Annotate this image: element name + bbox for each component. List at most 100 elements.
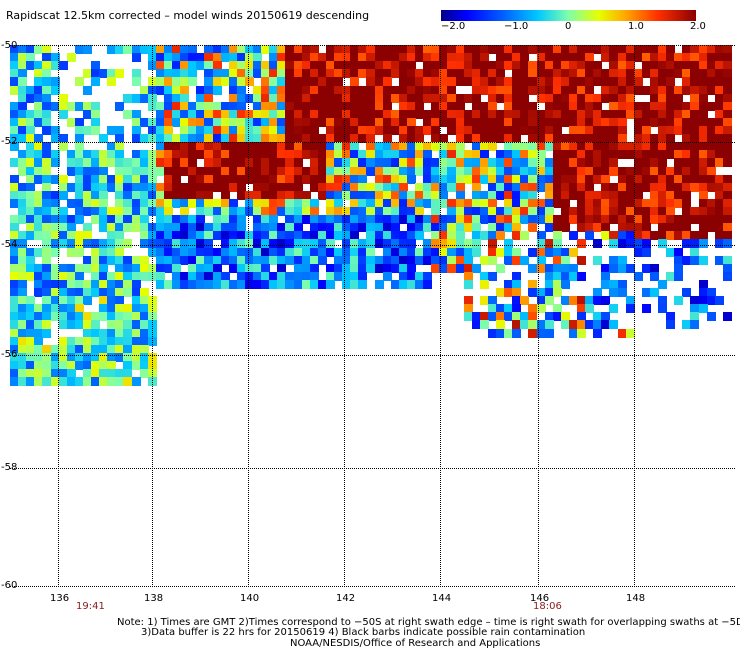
wind-difference-cell bbox=[536, 296, 546, 306]
wind-difference-cell bbox=[180, 142, 190, 152]
wind-difference-cell bbox=[82, 344, 92, 354]
wind-difference-cell bbox=[358, 182, 368, 192]
wind-difference-cell bbox=[34, 117, 44, 127]
wind-difference-cell bbox=[722, 158, 732, 168]
wind-difference-cell bbox=[309, 158, 319, 168]
wind-difference-cell bbox=[269, 231, 279, 241]
wind-difference-cell bbox=[577, 223, 586, 233]
wind-difference-cell bbox=[374, 223, 384, 233]
wind-difference-cell bbox=[42, 231, 52, 241]
wind-difference-cell bbox=[107, 312, 117, 322]
wind-difference-cell bbox=[42, 207, 52, 216]
wind-difference-cell bbox=[625, 263, 635, 273]
wind-difference-cell bbox=[649, 174, 659, 184]
wind-difference-cell bbox=[406, 126, 416, 135]
wind-difference-cell bbox=[398, 117, 408, 127]
wind-difference-cell bbox=[285, 101, 295, 111]
wind-difference-cell bbox=[293, 134, 303, 144]
wind-difference-cell bbox=[471, 231, 481, 241]
wind-difference-cell bbox=[714, 77, 724, 87]
wind-difference-cell bbox=[690, 239, 700, 249]
wind-difference-cell bbox=[317, 239, 327, 249]
wind-difference-cell bbox=[617, 101, 627, 111]
wind-difference-cell bbox=[74, 312, 84, 322]
wind-difference-cell bbox=[236, 109, 246, 119]
wind-difference-cell bbox=[115, 239, 125, 249]
wind-difference-cell bbox=[568, 109, 578, 119]
wind-difference-cell bbox=[398, 198, 408, 208]
wind-difference-cell bbox=[682, 190, 692, 200]
wind-difference-cell bbox=[649, 85, 659, 95]
wind-difference-cell bbox=[196, 279, 206, 289]
wind-difference-cell bbox=[496, 174, 505, 184]
wind-difference-cell bbox=[293, 53, 303, 63]
wind-difference-cell bbox=[536, 328, 546, 338]
wind-difference-cell bbox=[463, 126, 473, 135]
wind-difference-cell bbox=[463, 198, 473, 208]
wind-difference-cell bbox=[714, 134, 724, 144]
wind-difference-cell bbox=[439, 223, 449, 233]
wind-difference-cell bbox=[722, 263, 732, 273]
wind-difference-cell bbox=[34, 45, 44, 54]
wind-difference-cell bbox=[50, 369, 60, 378]
wind-difference-cell bbox=[641, 158, 651, 168]
wind-difference-cell bbox=[309, 231, 319, 241]
wind-difference-cell bbox=[139, 223, 149, 233]
wind-difference-cell bbox=[82, 336, 92, 346]
wind-difference-cell bbox=[244, 142, 254, 152]
wind-difference-cell bbox=[196, 207, 206, 216]
wind-difference-cell bbox=[107, 207, 117, 216]
wind-difference-cell bbox=[317, 231, 327, 241]
wind-difference-cell bbox=[244, 263, 254, 273]
wind-difference-cell bbox=[382, 142, 392, 152]
wind-difference-cell bbox=[91, 328, 100, 338]
wind-difference-cell bbox=[82, 263, 92, 273]
wind-difference-cell bbox=[82, 352, 92, 362]
wind-difference-cell bbox=[253, 45, 262, 54]
wind-difference-cell bbox=[82, 166, 92, 176]
wind-difference-cell bbox=[172, 61, 181, 71]
wind-difference-cell bbox=[479, 158, 489, 168]
wind-difference-cell bbox=[617, 134, 627, 144]
wind-difference-cell bbox=[447, 150, 457, 160]
wind-difference-cell bbox=[269, 53, 279, 63]
wind-difference-cell bbox=[374, 85, 384, 95]
wind-difference-cell bbox=[139, 231, 149, 241]
map-plot-area bbox=[10, 45, 735, 587]
wind-difference-cell bbox=[277, 239, 287, 249]
wind-difference-cell bbox=[172, 150, 181, 160]
wind-difference-cell bbox=[253, 85, 262, 95]
wind-difference-cell bbox=[99, 271, 109, 281]
wind-difference-cell bbox=[50, 271, 60, 281]
wind-difference-cell bbox=[512, 279, 522, 289]
wind-difference-cell bbox=[34, 207, 44, 216]
wind-difference-cell bbox=[261, 174, 271, 184]
wind-difference-cell bbox=[415, 53, 424, 63]
wind-difference-cell bbox=[285, 142, 295, 152]
wind-difference-cell bbox=[601, 85, 611, 95]
wind-difference-cell bbox=[309, 150, 319, 160]
wind-difference-cell bbox=[706, 77, 716, 87]
wind-difference-cell bbox=[10, 279, 19, 289]
wind-difference-cell bbox=[463, 247, 473, 257]
wind-difference-cell bbox=[423, 93, 433, 103]
wind-difference-cell bbox=[649, 271, 659, 281]
wind-difference-cell bbox=[544, 288, 554, 297]
wind-difference-cell bbox=[374, 263, 384, 273]
wind-difference-cell bbox=[253, 117, 262, 127]
wind-difference-cell bbox=[309, 45, 319, 54]
wind-difference-cell bbox=[698, 93, 708, 103]
wind-difference-cell bbox=[42, 158, 52, 168]
wind-difference-cell bbox=[431, 255, 441, 265]
wind-difference-cell bbox=[66, 377, 76, 387]
wind-difference-cell bbox=[99, 328, 109, 338]
wind-difference-cell bbox=[682, 134, 692, 144]
wind-difference-cell bbox=[390, 190, 400, 200]
wind-difference-cell bbox=[382, 174, 392, 184]
wind-difference-cell bbox=[123, 320, 133, 330]
wind-difference-cell bbox=[204, 279, 214, 289]
wind-difference-cell bbox=[617, 255, 627, 265]
wind-difference-cell bbox=[390, 198, 400, 208]
wind-difference-cell bbox=[536, 320, 546, 330]
wind-difference-cell bbox=[487, 198, 497, 208]
